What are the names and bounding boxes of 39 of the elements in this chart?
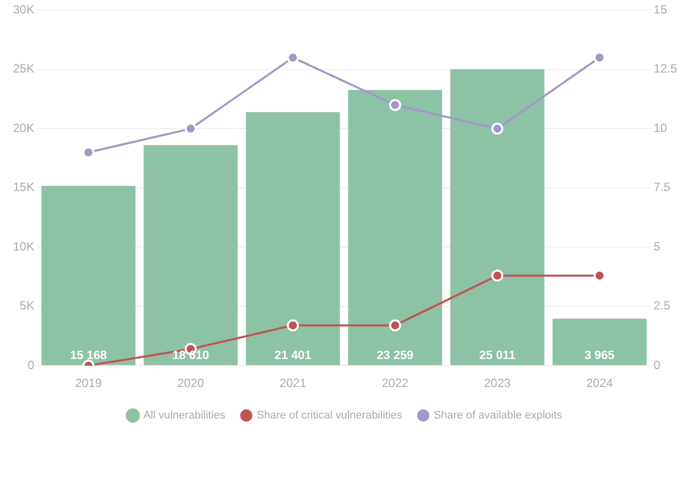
point bbox=[286, 319, 299, 332]
bar bbox=[41, 186, 136, 366]
point bbox=[491, 122, 504, 135]
point bbox=[389, 319, 402, 332]
data-label: 15 168 bbox=[70, 348, 108, 362]
bar bbox=[144, 145, 238, 366]
y2-tick-label: 0 bbox=[654, 358, 661, 372]
legend-label: Share of critical vulnerabilities bbox=[256, 410, 403, 422]
x-tick-label: 2019 bbox=[75, 376, 102, 390]
x-tick-label: 2024 bbox=[586, 376, 614, 390]
point bbox=[491, 270, 504, 282]
y-tick-label: 0 bbox=[28, 358, 35, 372]
y2-tick-label: 10 bbox=[654, 120, 668, 135]
y-tick-label: 5K bbox=[20, 298, 34, 313]
y-tick-label: 10K bbox=[12, 239, 34, 254]
data-label: 23 259 bbox=[376, 348, 414, 362]
y2-tick-label: 12.5 bbox=[654, 62, 678, 76]
bar bbox=[552, 318, 647, 366]
bar bbox=[246, 112, 340, 366]
y-tick-label: 15K bbox=[12, 180, 34, 194]
y-tick-label: 30K bbox=[12, 2, 34, 17]
bar bbox=[348, 90, 442, 366]
legend-label: All vulnerabilities bbox=[143, 410, 226, 422]
y-tick-label: 20K bbox=[12, 120, 34, 135]
point bbox=[389, 98, 402, 111]
x-tick-label: 2020 bbox=[177, 376, 204, 390]
x-tick-label: 2022 bbox=[382, 376, 409, 390]
data-label: 25 011 bbox=[479, 348, 516, 362]
y2-tick-label: 5 bbox=[654, 239, 661, 254]
y-tick-label: 25K bbox=[12, 62, 34, 76]
y2-tick-label: 2.5 bbox=[654, 298, 671, 313]
x-tick-label: 2023 bbox=[484, 376, 511, 390]
y2-tick-label: 7.5 bbox=[654, 180, 671, 194]
bar bbox=[450, 69, 544, 366]
data-label: 21 401 bbox=[274, 348, 312, 362]
legend-label: Share of available exploits bbox=[434, 410, 563, 422]
y2-tick-label: 15 bbox=[654, 2, 668, 17]
x-tick-label: 2021 bbox=[280, 376, 307, 390]
data-label: 3 965 bbox=[584, 348, 615, 362]
